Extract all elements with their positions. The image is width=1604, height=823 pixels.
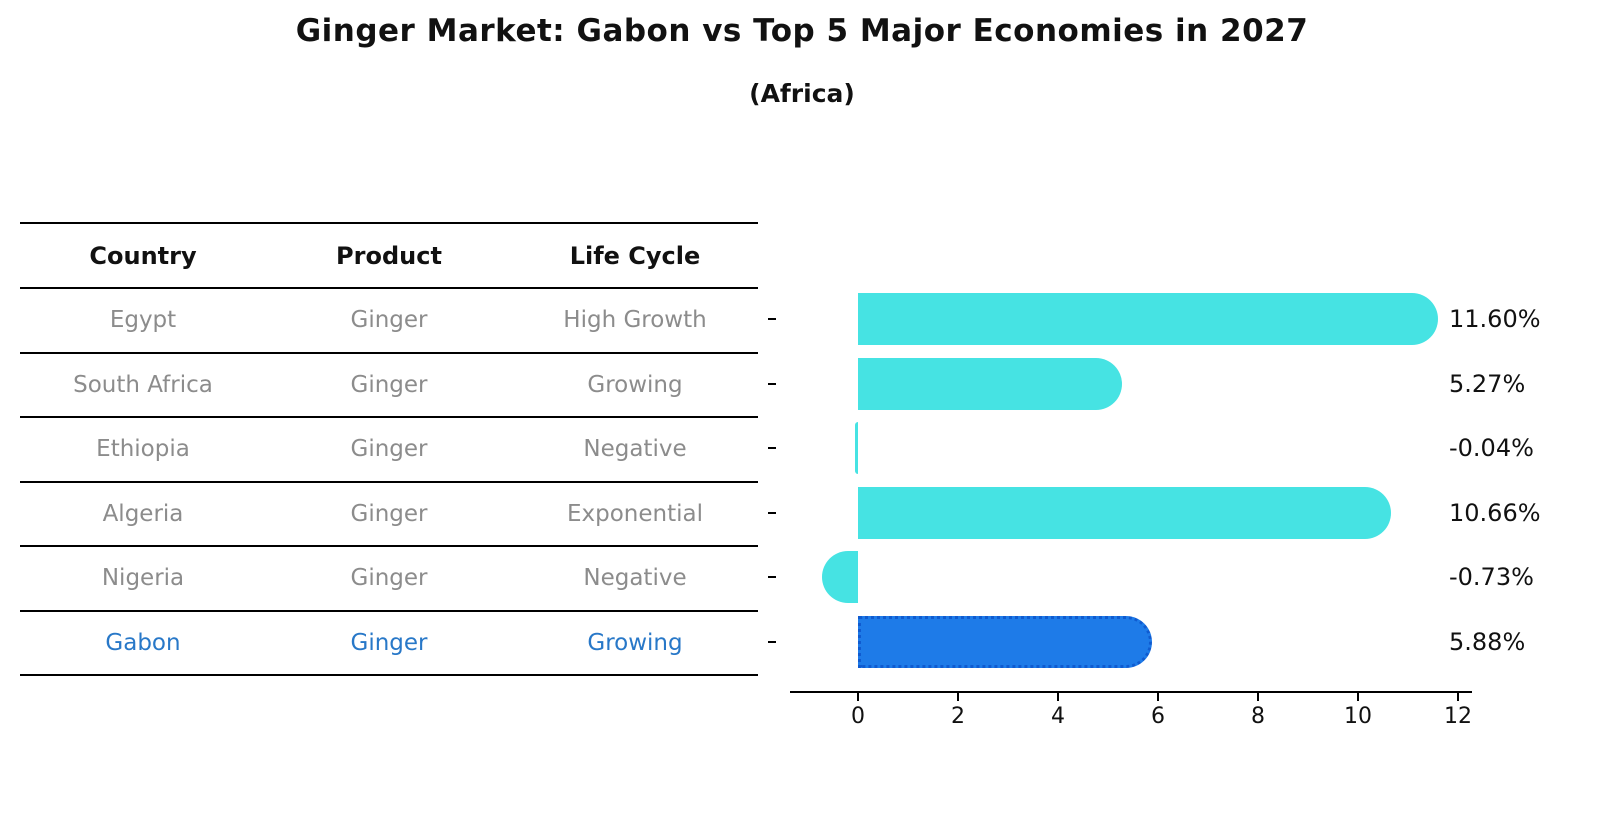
bar-value-label: 11.60% [1449,305,1541,333]
bar-south-africa [858,357,1122,410]
table-cell: Ginger [350,307,428,334]
bar-nigeria [821,551,858,604]
table-cell: Egypt [109,307,177,334]
x-axis-tick [1057,693,1059,701]
table-row-egypt: Egypt Ginger High Growth [20,289,758,354]
x-axis-tick [1357,693,1359,701]
table-header-cell-life-cycle: Life Cycle [569,241,701,270]
comparison-table: Country Product Life Cycle Egypt Ginger High … [20,222,758,676]
table-header-cell-product: Product [336,241,442,270]
chart-title: Ginger Market: Gabon vs Top 5 Major Econ… [295,13,1309,49]
chart-subtitle: (Africa) [749,79,855,108]
y-axis-tick [768,382,776,385]
x-axis-tick-label: 4 [1051,704,1065,729]
x-axis-tick-label: 0 [851,704,865,729]
x-axis-tick [957,693,959,701]
x-axis-tick-label: 10 [1344,704,1372,729]
table-cell: Growing [587,629,683,656]
x-axis-tick [1257,693,1259,701]
table-cell: Gabon [105,629,181,656]
table-cell: Ginger [350,565,428,592]
table-row-gabon: Gabon Ginger Growing [20,612,758,676]
y-axis-tick [768,641,776,643]
table-cell: Nigeria [101,565,185,592]
x-axis-tick [857,693,859,701]
x-axis-tick-label: 8 [1251,704,1265,729]
table-header-cell-country: Country [89,241,197,270]
x-axis-tick-label: 6 [1151,704,1165,729]
bar-value-label: 5.27% [1449,369,1526,398]
x-axis-line [790,691,1472,693]
y-axis-tick [768,511,776,514]
x-axis-tick [1457,693,1459,701]
table-cell: Negative [583,565,687,592]
table-cell: Negative [583,436,687,463]
table-cell: Exponential [566,500,703,527]
bar-gabon [858,616,1152,668]
y-axis-tick [768,318,776,320]
table-cell: Ginger [350,436,428,463]
table-row-nigeria: Nigeria Ginger Negative [20,547,758,612]
x-axis-tick-label: 12 [1444,704,1472,729]
table-cell: Ginger [350,629,428,656]
table-cell: Ginger [350,500,428,527]
table-cell: South Africa [73,371,213,398]
table-header-row: Country Product Life Cycle [20,224,758,289]
bar-egypt [858,293,1438,345]
table-row-south-africa: South Africa Ginger Growing [20,354,758,418]
bar-value-label: 5.88% [1449,628,1526,656]
table-cell: Ginger [350,371,428,398]
bar-ethiopia [855,422,858,475]
x-axis-tick-label: 2 [951,704,965,729]
y-axis-tick [768,576,776,579]
bar-value-label: 10.66% [1449,498,1541,527]
table-cell: Algeria [102,500,184,527]
table-cell: Growing [587,371,683,398]
bar-algeria [858,486,1391,539]
bar-value-label: -0.04% [1449,434,1534,463]
y-axis-tick [768,447,776,450]
table-row-algeria: Algeria Ginger Exponential [20,483,758,547]
table-row-ethiopia: Ethiopia Ginger Negative [20,418,758,483]
table-cell: High Growth [563,307,707,334]
bar-value-label: -0.73% [1449,563,1534,592]
x-axis-tick [1157,693,1159,701]
table-cell: Ethiopia [96,436,190,463]
